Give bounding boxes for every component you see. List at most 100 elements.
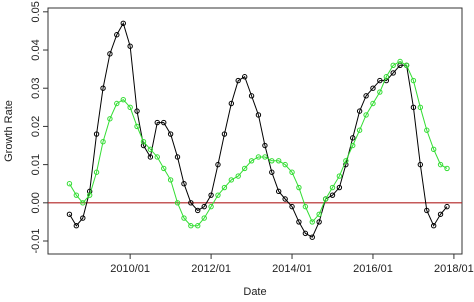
data-point — [356, 127, 363, 133]
data-point — [296, 184, 302, 191]
data-point — [127, 104, 133, 111]
y-tick-label: 0.05 — [30, 1, 42, 22]
data-point — [437, 211, 444, 217]
data-point — [302, 203, 309, 210]
data-point — [241, 74, 248, 80]
data-point — [424, 207, 430, 214]
data-point — [73, 192, 80, 198]
data-point — [208, 192, 214, 198]
x-tick-label: 2010/01 — [110, 263, 150, 275]
data-point — [195, 207, 201, 214]
data-point — [195, 223, 201, 229]
data-point — [154, 154, 160, 160]
data-point — [282, 196, 288, 202]
data-point — [309, 234, 315, 240]
data-point — [241, 165, 248, 172]
data-point — [403, 62, 410, 68]
data-point — [221, 184, 228, 191]
data-point — [147, 154, 154, 160]
data-point — [383, 77, 390, 84]
data-point — [343, 158, 349, 164]
plot-box — [47, 7, 463, 255]
data-point — [316, 211, 322, 217]
data-point — [201, 203, 207, 210]
y-tick-label: -0.01 — [30, 228, 42, 253]
data-point — [383, 74, 390, 80]
data-point — [66, 211, 73, 217]
data-point — [255, 154, 262, 160]
data-point — [161, 119, 167, 126]
data-point — [221, 131, 228, 137]
data-point — [444, 203, 450, 210]
data-point — [235, 173, 241, 179]
data-point — [356, 108, 363, 114]
data-point — [228, 177, 235, 183]
data-point — [275, 188, 282, 195]
data-point — [410, 104, 417, 111]
data-point — [316, 219, 322, 225]
data-point — [120, 20, 126, 26]
data-point — [181, 181, 187, 187]
data-point — [390, 62, 396, 68]
data-point — [100, 138, 106, 145]
data-point — [377, 89, 383, 95]
data-point — [188, 223, 194, 229]
data-point — [322, 196, 329, 202]
data-point — [114, 32, 120, 38]
data-point — [114, 100, 120, 107]
data-point — [167, 131, 174, 137]
data-point — [215, 192, 221, 198]
x-tick-label: 2018/01 — [434, 263, 474, 275]
data-point — [289, 203, 295, 210]
data-point — [66, 181, 73, 187]
y-tick-label: 0.04 — [30, 39, 42, 60]
data-point — [201, 215, 207, 221]
data-point — [363, 93, 369, 99]
data-point — [336, 184, 343, 191]
data-point — [417, 161, 424, 168]
data-point — [363, 112, 369, 118]
data-point — [350, 142, 356, 149]
data-point — [140, 138, 147, 145]
data-point — [430, 223, 437, 229]
data-point — [296, 219, 302, 225]
y-tick-label: 0.02 — [30, 116, 42, 137]
data-point — [430, 146, 437, 153]
data-point — [397, 58, 403, 65]
data-point — [397, 62, 403, 68]
x-tick-label: 2012/01 — [191, 263, 231, 275]
y-tick-label: 0.00 — [30, 192, 42, 213]
y-tick-label: 0.01 — [30, 154, 42, 175]
data-point — [228, 100, 235, 107]
data-point — [140, 142, 147, 149]
data-point — [235, 77, 241, 84]
data-point — [275, 158, 282, 164]
data-point — [248, 93, 255, 99]
data-point — [73, 223, 80, 229]
data-point — [208, 203, 214, 210]
data-point — [410, 77, 417, 84]
data-point — [86, 192, 93, 198]
data-point — [167, 177, 174, 183]
y-axis-label: Growth Rate — [3, 100, 15, 162]
series-line — [69, 60, 448, 227]
data-point — [93, 131, 100, 137]
data-point — [329, 192, 336, 198]
data-point — [154, 119, 160, 126]
data-point — [93, 169, 100, 175]
data-point — [147, 146, 154, 153]
x-tick-label: 2014/01 — [272, 263, 312, 275]
data-point — [302, 230, 309, 237]
data-point — [100, 85, 106, 91]
data-point — [174, 154, 181, 160]
data-point — [437, 161, 444, 168]
data-point — [127, 43, 133, 49]
data-point — [188, 200, 194, 206]
data-point — [336, 173, 343, 179]
data-point — [181, 215, 187, 221]
data-point — [262, 154, 268, 160]
data-point — [134, 108, 140, 114]
data-point — [289, 169, 295, 175]
